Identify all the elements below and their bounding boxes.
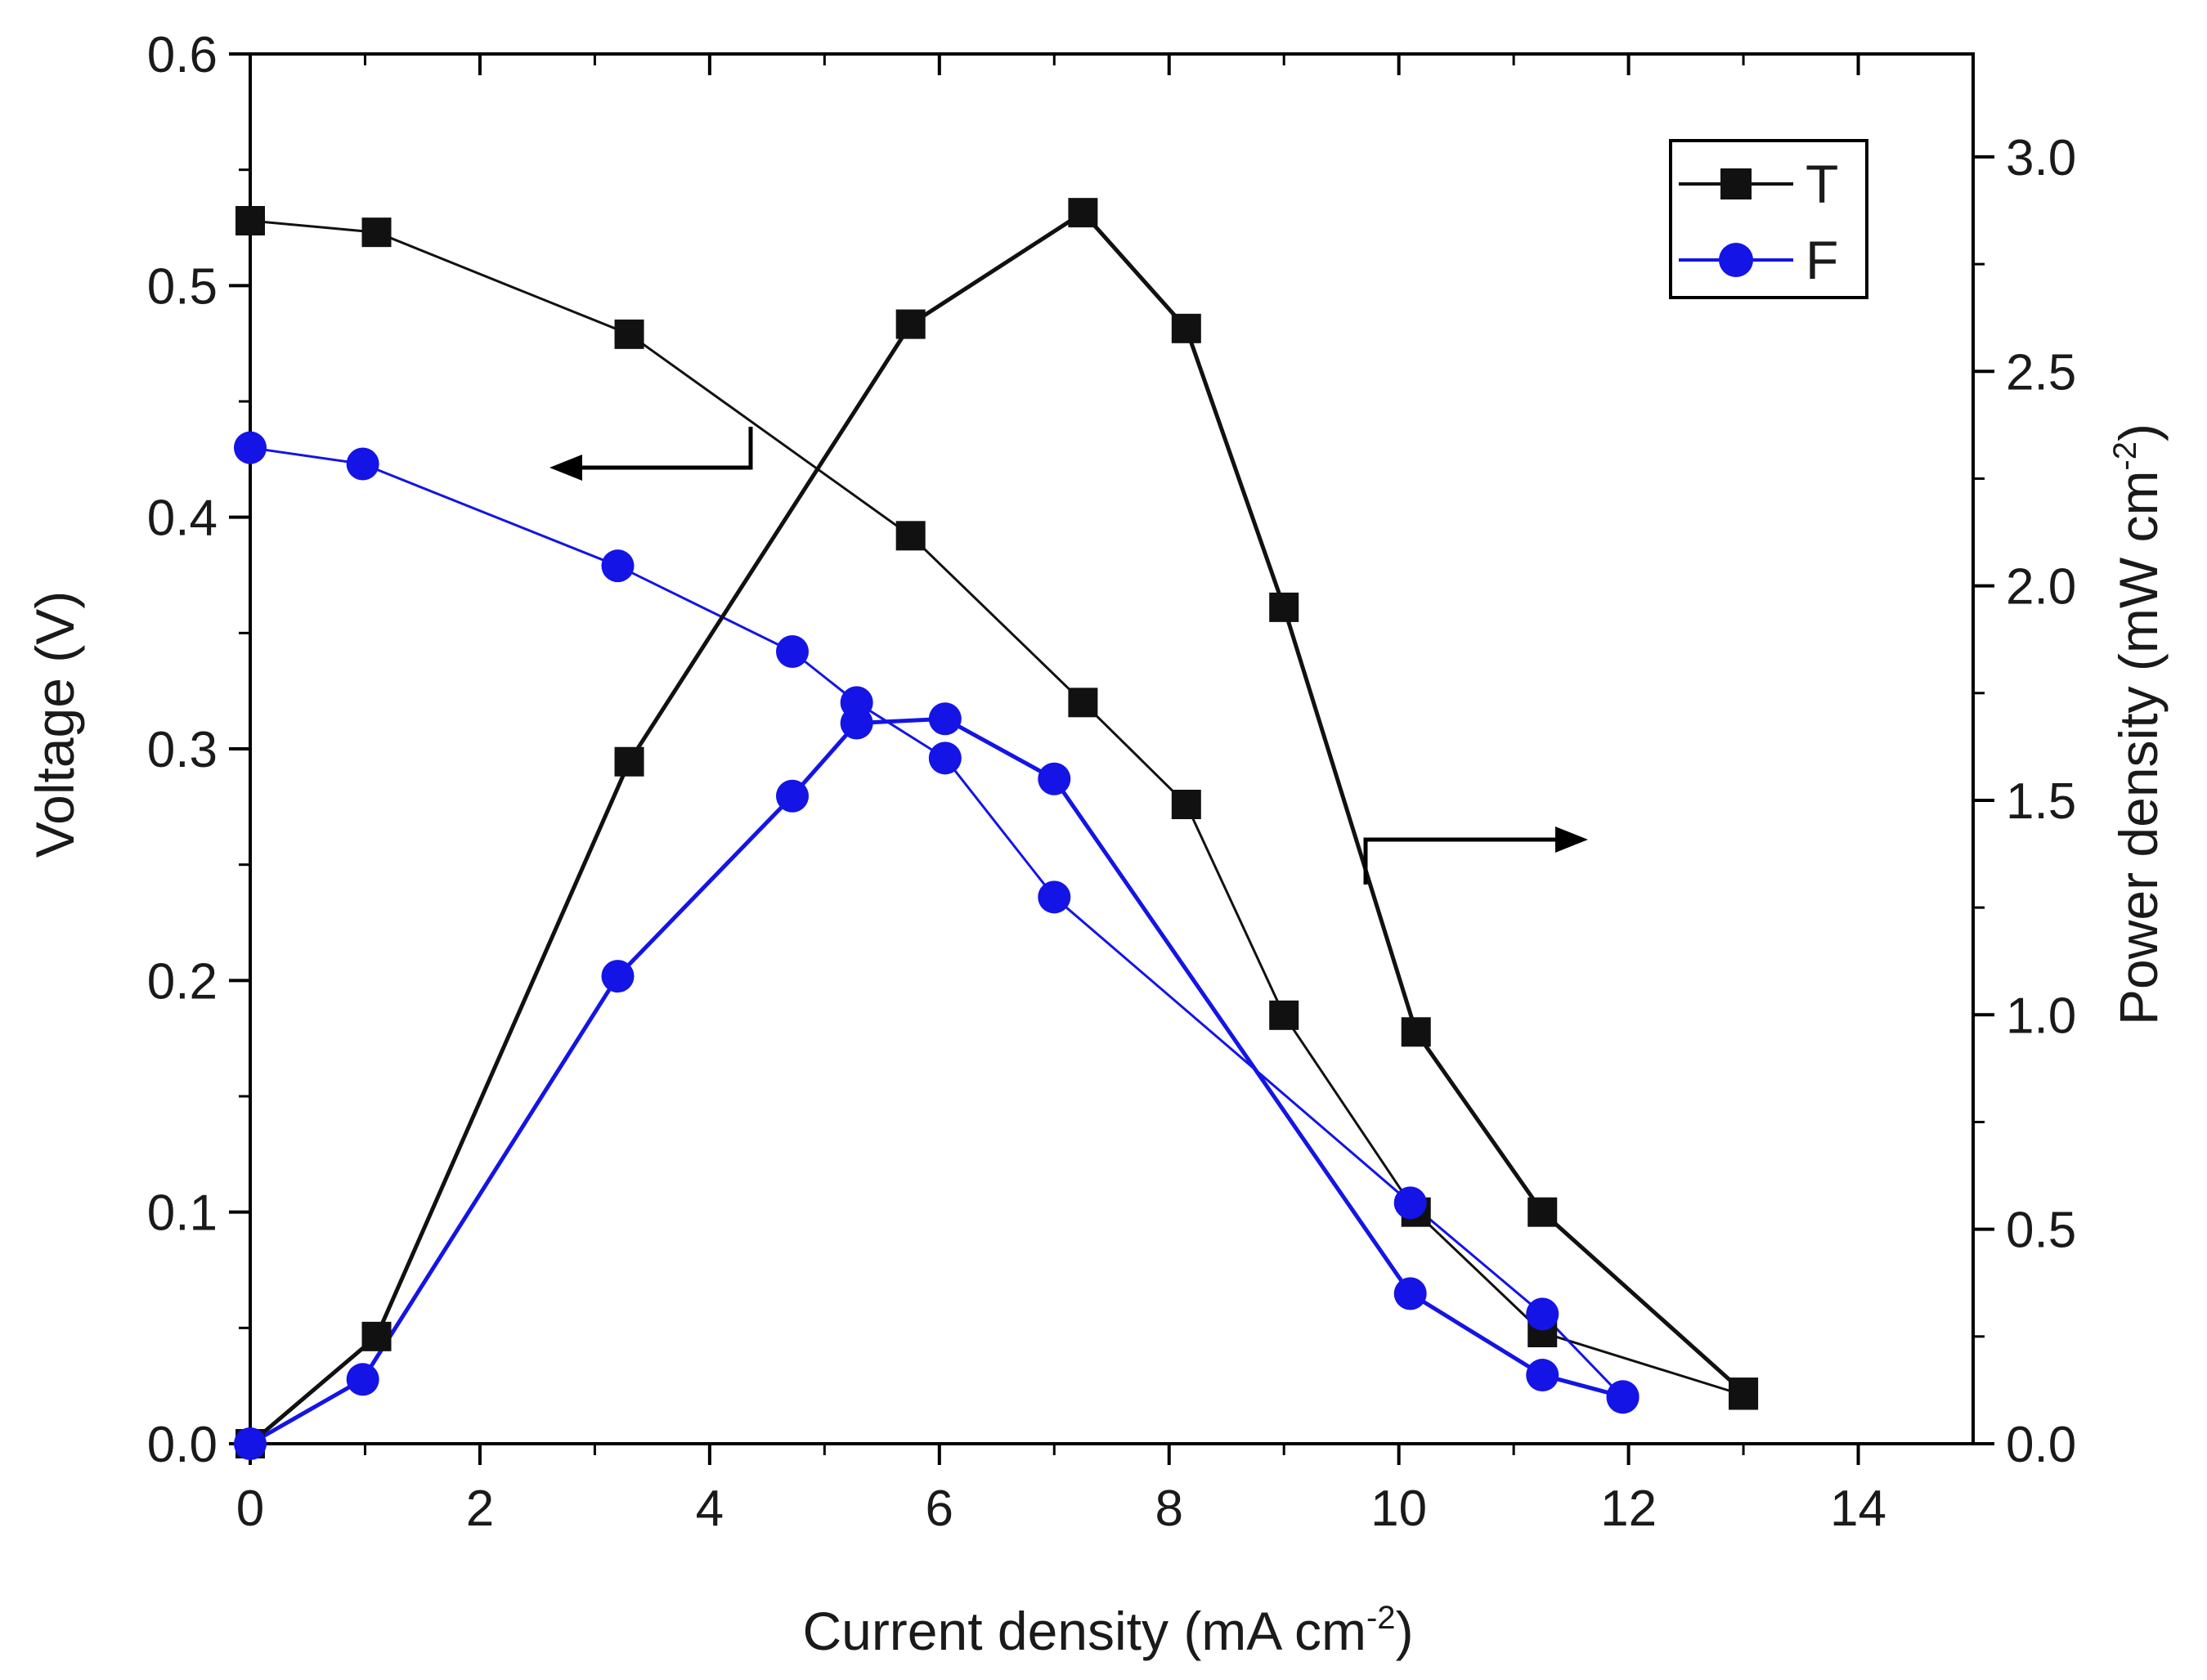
y-right-tick-label: 0.5 [2006,1203,2076,1259]
y-right-tick-label: 2.0 [2006,559,2076,616]
data-point-square [614,746,644,777]
data-point-circle [1526,1359,1559,1392]
x-tick-label: 12 [1600,1481,1657,1537]
series-lines [249,210,1745,1446]
data-point-circle [1038,880,1071,914]
data-point-square [236,206,265,235]
data-point-circle [234,1427,267,1460]
series-line-4 [249,716,1624,1446]
y-left-tick-label: 0.5 [147,258,218,315]
legend-marker-t [1720,168,1752,199]
legend-item-f: F [1679,230,1838,290]
y-left-tick-label: 0.1 [147,1185,218,1242]
x-tick-label: 10 [1370,1481,1427,1537]
y-left-tick-label: 0.4 [147,491,218,547]
left-axis-arrow [564,427,753,470]
legend: T F [1669,139,1868,299]
data-point-square [361,1321,392,1351]
y-axis-left-title: Voltage (V) [25,591,85,858]
y-left-tick-label: 0.6 [147,27,218,83]
legend-box [1669,139,1868,299]
legend-marker-f [1719,243,1753,277]
y-axis-right-title: Power density (mW cm-2) [2107,423,2169,1025]
data-point-circle [234,431,267,464]
data-point-square [1068,688,1098,718]
data-point-square [1269,1000,1299,1030]
data-point-square [1068,198,1098,228]
data-point-circle [928,741,962,775]
data-point-circle [776,779,810,813]
data-point-circle [1038,762,1071,795]
data-point-circle [601,549,635,583]
right-axis-arrow [1363,837,1570,885]
left-axis-arrowhead [550,455,582,481]
data-point-circle [1526,1297,1559,1331]
y-right-tick-label: 2.5 [2006,344,2076,401]
data-point-circle [346,1363,379,1396]
y-left-tick-label: 0.0 [147,1417,218,1473]
data-point-circle [928,702,962,736]
right-axis-arrowhead [1555,827,1588,853]
data-point-circle [1393,1186,1427,1220]
y-right-tick-label: 1.5 [2006,773,2076,830]
data-point-square [1729,1378,1759,1408]
data-point-square [1171,790,1201,819]
data-point-square [614,319,644,349]
legend-label-f: F [1806,230,1838,290]
series-line-1 [249,219,1744,1396]
series-line-3 [249,210,1745,1445]
series-markers [234,198,1759,1460]
data-point-square [361,217,392,248]
axis-annotation-arrows [550,427,1588,885]
legend-label-t: T [1806,154,1838,214]
data-point-circle [601,960,635,993]
y-left-tick-label: 0.3 [147,722,218,778]
data-point-square [895,309,926,339]
x-axis-title: Current density (mA cm-2) [802,1600,1413,1661]
data-point-circle [346,447,379,481]
x-tick-label: 4 [696,1481,724,1537]
data-point-circle [1606,1380,1640,1413]
y-right-tick-label: 1.0 [2006,988,2076,1044]
axis-ticks: 0 2 4 6 8 10 12 14 0.0 0.1 0.2 0.3 0.4 0.5 0.6 0.0 0.5 1.… [147,27,2076,1537]
legend-item-t: T [1679,154,1838,214]
data-point-square [1269,592,1299,622]
x-tick-label: 0 [236,1481,264,1537]
data-point-circle [1393,1277,1427,1310]
data-point-square [1171,313,1201,343]
x-tick-label: 8 [1155,1481,1182,1537]
data-point-circle [840,706,873,740]
y-right-tick-label: 3.0 [2006,130,2076,186]
x-tick-label: 2 [466,1481,494,1537]
data-point-square [1527,1197,1558,1227]
series-line-2 [249,446,1624,1399]
y-right-tick-label: 0.0 [2006,1417,2076,1473]
x-tick-label: 6 [926,1481,953,1537]
data-point-square [1401,1017,1431,1047]
data-point-square [895,521,926,551]
y-left-tick-label: 0.2 [147,953,218,1010]
x-tick-label: 14 [1830,1481,1886,1537]
data-point-circle [776,635,810,668]
